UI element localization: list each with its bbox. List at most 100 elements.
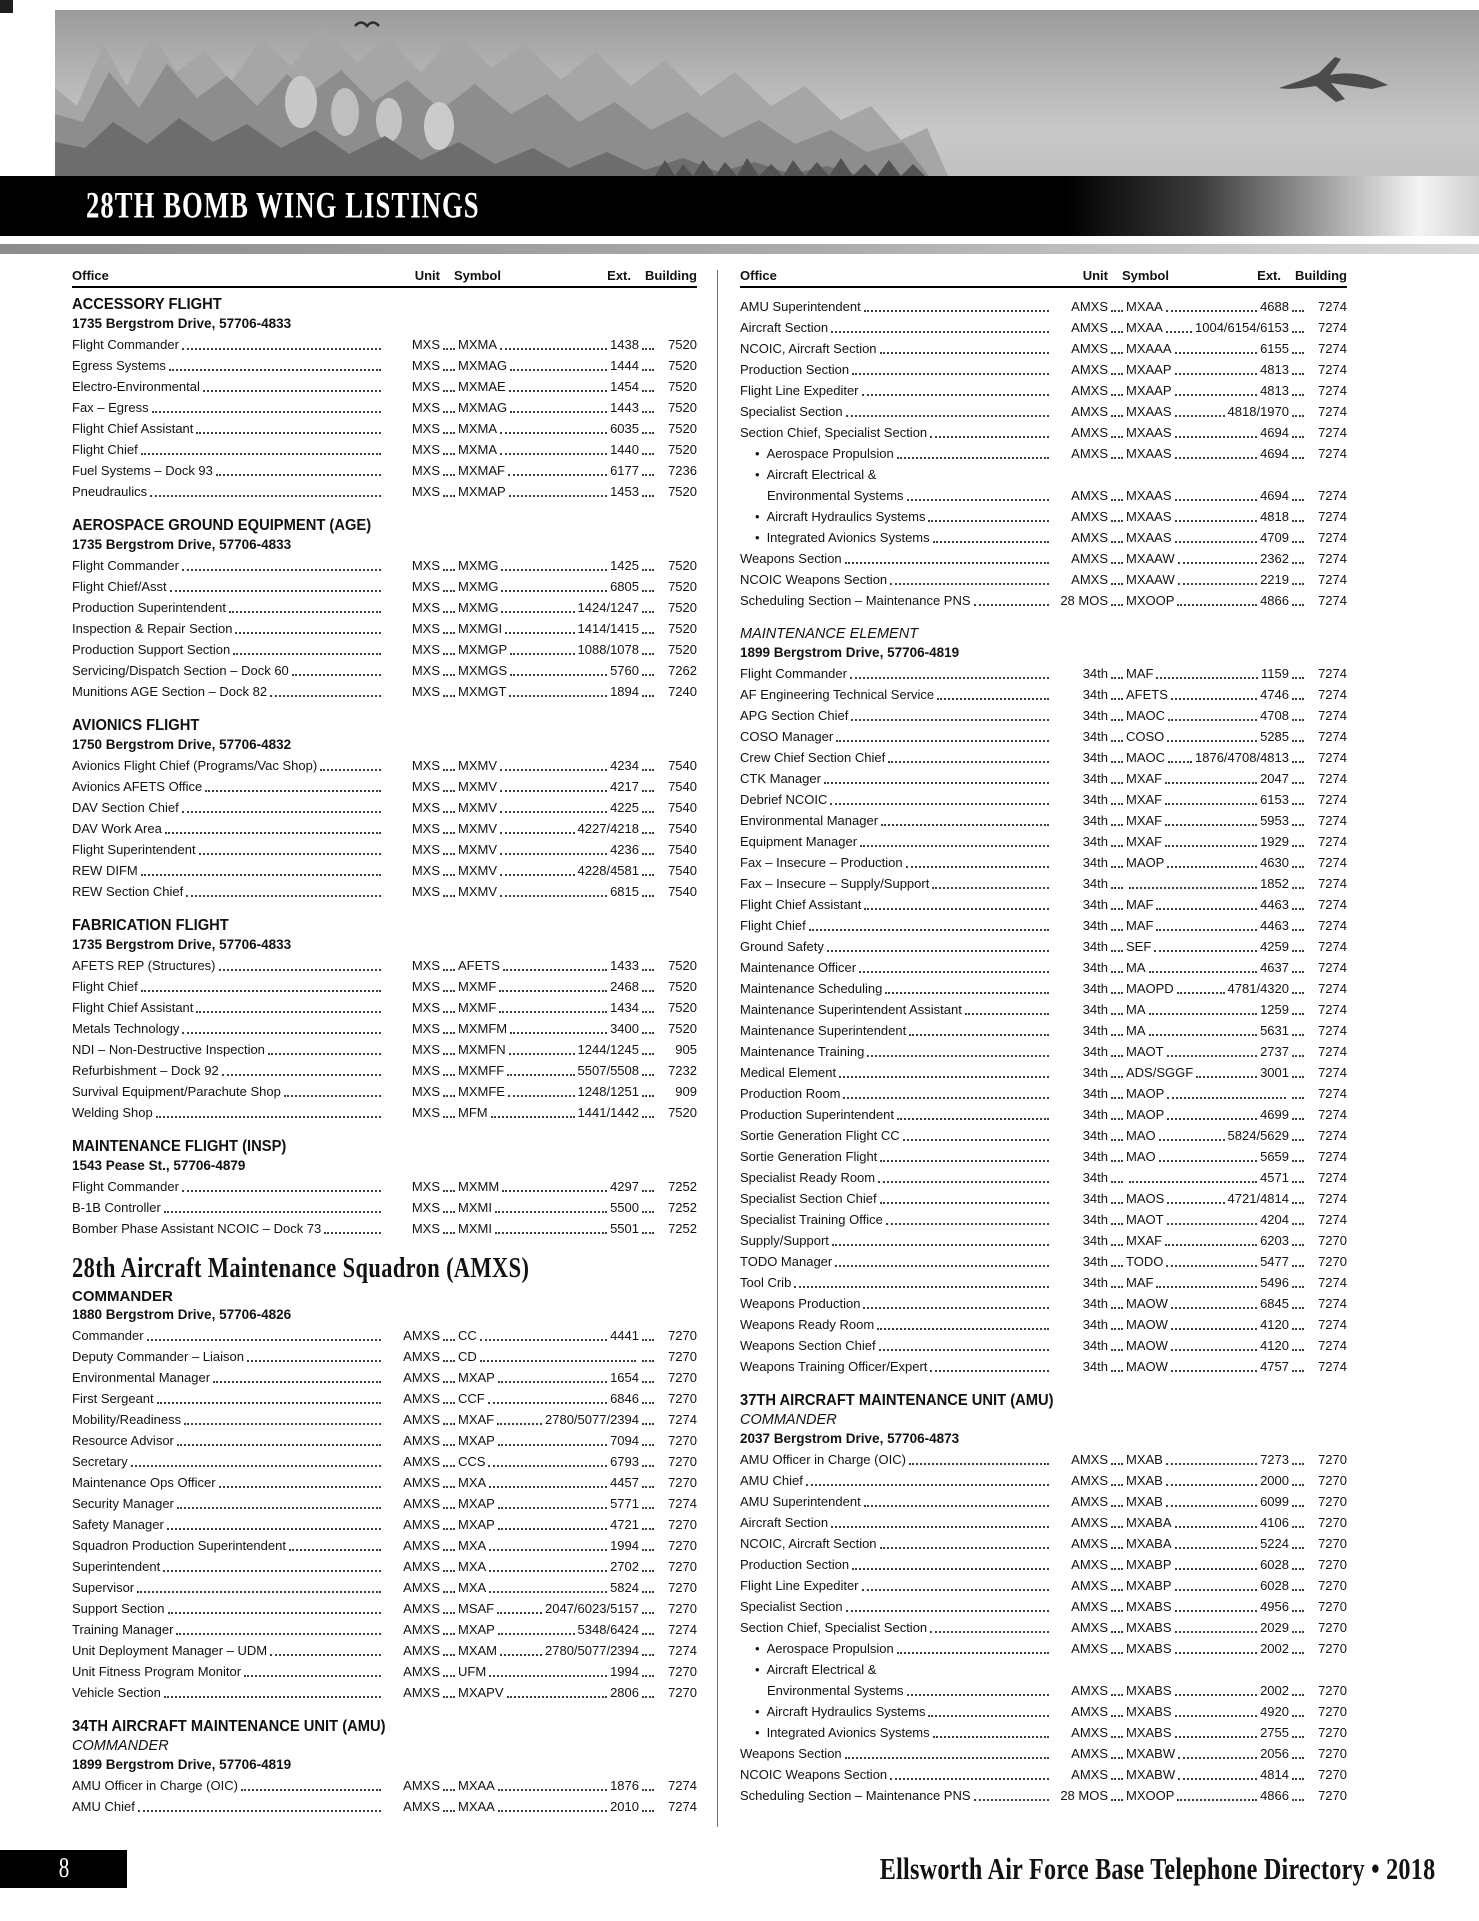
directory-row: REW DIFM MXS MXMV 4228/4581 7540 <box>72 859 697 880</box>
section-heading: ACCESSORY FLIGHT <box>72 296 222 313</box>
directory-row: Resource Advisor AMXS MXAP 7094 7270 <box>72 1429 697 1450</box>
symbol-cell: MXMV <box>458 884 497 899</box>
directory-section: 37TH AIRCRAFT MAINTENANCE UNIT (AMU) COMM… <box>740 1391 1347 1805</box>
unit-cell: AMXS <box>403 1391 440 1406</box>
dot-leader <box>906 1694 1049 1696</box>
directory-row: Ground Safety 34th SEF 4259 7274 <box>740 935 1347 956</box>
unit-cell: 34th <box>1082 1233 1108 1248</box>
unit-cell: AMXS <box>403 1328 440 1343</box>
building-cell: 7274 <box>1318 362 1347 377</box>
symbol-cell: MA <box>1126 1002 1146 1017</box>
directory-row: Supply/Support 34th MXAF 6203 7270 <box>740 1229 1347 1250</box>
symbol-cell: MXABA <box>1126 1515 1172 1530</box>
building-cell: 7274 <box>1318 1107 1347 1122</box>
dot-leader <box>1176 992 1225 994</box>
dot-leader <box>808 929 1049 931</box>
building-cell: 7520 <box>668 379 697 394</box>
office-cell: AMU Officer in Charge (OIC) <box>72 1778 238 1793</box>
office-wrap: AMU Chief <box>72 1798 384 1816</box>
unit-cell: AMXS <box>1071 383 1108 398</box>
ext-cell: 2029 <box>1260 1620 1289 1635</box>
dot-leader <box>642 1528 654 1530</box>
building-cell: 7274 <box>1318 1296 1347 1311</box>
dot-leader <box>642 1190 654 1192</box>
dot-leader <box>831 1244 1049 1246</box>
directory-row: NCOIC Weapons Section AMXS MXABW 4814 7270 <box>740 1763 1347 1784</box>
ext-cell: 4694 <box>1260 488 1289 503</box>
office-wrap: Flight Chief Assistant <box>740 896 1052 914</box>
building-cell: 7520 <box>668 579 697 594</box>
dot-leader <box>443 1675 455 1677</box>
dot-leader <box>205 790 381 792</box>
building-cell: 7270 <box>1318 1233 1347 1248</box>
office-cell: Fax – Egress <box>72 400 149 415</box>
unit-cell: AMXS <box>1071 362 1108 377</box>
dot-leader <box>502 969 608 971</box>
unit-cell: 34th <box>1082 1212 1108 1227</box>
dot-leader <box>500 811 608 813</box>
ext-cell: 2362 <box>1260 551 1289 566</box>
dot-leader <box>244 1675 381 1677</box>
dot-leader <box>1174 1526 1258 1528</box>
dot-leader <box>500 1654 543 1656</box>
dot-leader <box>1292 1265 1304 1267</box>
symbol-cell: MXMFM <box>458 1021 508 1036</box>
dot-leader <box>1177 583 1258 585</box>
dot-leader <box>642 790 654 792</box>
dot-leader <box>1292 803 1304 805</box>
dot-leader <box>1165 331 1193 333</box>
dot-leader <box>176 1633 381 1635</box>
unit-cell: 34th <box>1082 834 1108 849</box>
ext-cell: 1434 <box>610 1000 639 1015</box>
office-cell: Security Manager <box>72 1496 174 1511</box>
office-wrap: Equipment Manager <box>740 833 1052 851</box>
banner-photo <box>55 10 1479 176</box>
office-cell: Flight Chief/Asst <box>72 579 167 594</box>
building-cell: 7252 <box>668 1221 697 1236</box>
directory-row: CTK Manager 34th MXAF 2047 7274 <box>740 767 1347 788</box>
dot-leader <box>831 331 1049 333</box>
dot-leader <box>1111 845 1123 847</box>
office-cell: Egress Systems <box>72 358 166 373</box>
symbol-cell: SEF <box>1126 939 1152 954</box>
dot-leader <box>1111 415 1123 417</box>
dot-leader <box>1292 992 1304 994</box>
office-wrap: COSO Manager <box>740 728 1052 746</box>
directory-column-right: Office Unit Symbol Ext. Building AMU Sup… <box>740 268 1347 1831</box>
symbol-cell: MXAB <box>1126 1473 1163 1488</box>
directory-row: Flight Commander 34th MAF 1159 7274 <box>740 662 1347 683</box>
office-cell: REW Section Chief <box>72 884 184 899</box>
dot-leader <box>642 1423 654 1425</box>
dot-leader <box>443 811 455 813</box>
ext-cell: 5659 <box>1260 1149 1289 1164</box>
office-wrap: Aircraft Section <box>740 1514 1052 1532</box>
symbol-cell: MXABW <box>1126 1746 1176 1761</box>
dot-leader <box>1165 803 1258 805</box>
dot-leader <box>443 1232 455 1234</box>
directory-row: Flight Line Expediter AMXS MXABP 6028 7270 <box>740 1574 1347 1595</box>
dot-leader <box>1292 1778 1304 1780</box>
office-cell: Aircraft Section <box>740 320 829 335</box>
unit-cell: AMXS <box>403 1370 440 1385</box>
ext-cell: 1894 <box>610 684 639 699</box>
building-cell: 7252 <box>668 1200 697 1215</box>
ext-cell: 5771 <box>610 1496 639 1511</box>
ext-cell: 4259 <box>1260 939 1289 954</box>
dot-leader <box>497 1612 543 1614</box>
unit-cell: AMXS <box>403 1349 440 1364</box>
office-cell: NCOIC, Aircraft Section <box>740 1536 877 1551</box>
dot-leader <box>163 1211 381 1213</box>
dot-leader <box>844 1757 1049 1759</box>
dot-leader <box>1111 499 1123 501</box>
dot-leader <box>1292 436 1304 438</box>
directory-row: • Aircraft Electrical & <box>740 1658 1347 1679</box>
dot-leader <box>479 1339 608 1341</box>
dot-leader <box>176 1444 381 1446</box>
office-wrap: REW DIFM <box>72 862 384 880</box>
unit-cell: AMXS <box>403 1433 440 1448</box>
unit-cell: AMXS <box>1071 530 1108 545</box>
dot-leader <box>443 1654 455 1656</box>
symbol-cell: MXMF <box>458 979 497 994</box>
building-cell: 7540 <box>668 758 697 773</box>
unit-cell: AMXS <box>1071 320 1108 335</box>
